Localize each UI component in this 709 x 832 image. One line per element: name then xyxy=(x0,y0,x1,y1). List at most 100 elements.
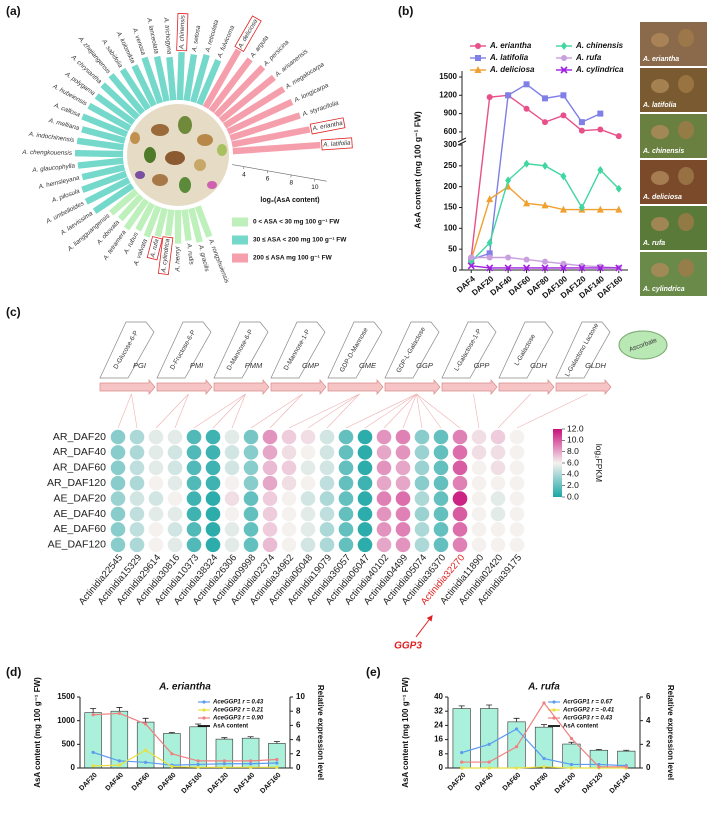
bar xyxy=(226,98,294,135)
point xyxy=(578,127,585,134)
heat-cell xyxy=(167,460,183,476)
bar xyxy=(77,157,124,169)
heat-cell xyxy=(395,429,411,445)
photo xyxy=(640,68,707,112)
heat-cell xyxy=(490,429,506,445)
legend-label: 30 ≤ ASA < 200 mg 100 g⁻¹ FW xyxy=(253,237,347,244)
heat-cell xyxy=(452,445,468,460)
label-group: A. rudis xyxy=(185,242,195,266)
heat-cell xyxy=(148,522,164,537)
heat-cell xyxy=(376,522,392,537)
heat-cell xyxy=(148,475,164,491)
heat-cell xyxy=(452,491,468,506)
heat-cell xyxy=(186,429,202,445)
label-group: A. chinensis xyxy=(176,13,189,52)
row-label: AR_DAF40 xyxy=(53,446,106,458)
fruit-collage xyxy=(125,102,231,208)
heat-cell xyxy=(509,522,525,537)
heat-cell xyxy=(471,522,487,537)
bar xyxy=(208,57,253,114)
heat-cell xyxy=(490,475,506,491)
y2-tick-label: 8 xyxy=(296,706,301,715)
heat-cell xyxy=(509,491,525,506)
legend-label: 0 < ASA < 30 mg 100 g⁻¹ FW xyxy=(253,219,340,226)
heat-cell xyxy=(281,429,297,445)
heat-cell xyxy=(167,475,183,491)
heat-cell xyxy=(224,522,240,537)
series-line xyxy=(470,83,601,261)
point xyxy=(542,701,546,705)
point xyxy=(486,250,493,257)
point xyxy=(486,254,493,261)
point xyxy=(615,264,623,272)
bar xyxy=(117,193,144,222)
heat-cell xyxy=(205,445,221,460)
heat-cell xyxy=(243,506,259,522)
highlight-box xyxy=(309,117,346,135)
photo-fruit xyxy=(651,217,669,231)
heat-cell xyxy=(357,491,373,506)
bar-group: A. latifolia xyxy=(232,137,353,155)
bar xyxy=(176,51,185,101)
heat-cell xyxy=(262,522,278,537)
legend-marker xyxy=(202,700,206,704)
heat-cell xyxy=(110,522,126,537)
legend-label: AceGGP3 r = 0.90 xyxy=(212,716,264,722)
gene-link xyxy=(345,393,417,429)
gene-link xyxy=(402,393,417,429)
bar xyxy=(196,58,222,106)
point xyxy=(170,752,174,756)
legend-label: AsA content xyxy=(563,724,598,730)
point xyxy=(486,94,493,101)
bar xyxy=(100,82,140,120)
point xyxy=(569,762,574,767)
heat-cell xyxy=(319,491,335,506)
heat-cell xyxy=(395,537,411,553)
heat-cell xyxy=(205,475,221,491)
point xyxy=(523,81,530,88)
y2-axis-label: Relative expression level xyxy=(316,685,325,780)
chart-title: A. rufa xyxy=(527,682,560,693)
photo-label: A. eriantha xyxy=(642,56,679,63)
legend-marker xyxy=(202,716,206,720)
heat-cell xyxy=(471,491,487,506)
gene-link xyxy=(416,393,442,429)
error-bar xyxy=(142,717,149,723)
bar xyxy=(81,113,129,138)
label-group: A. glaucophylla xyxy=(31,162,76,174)
point xyxy=(615,184,622,193)
enzyme-label: PMM xyxy=(245,361,263,370)
point xyxy=(249,765,253,769)
point xyxy=(249,762,253,766)
bar xyxy=(135,202,156,232)
point xyxy=(542,765,546,769)
heat-cell xyxy=(433,460,449,476)
annotation-arrow xyxy=(415,615,433,638)
error-bar xyxy=(486,704,493,709)
error-bar xyxy=(221,737,228,740)
point xyxy=(514,745,519,749)
error-bar xyxy=(568,741,575,745)
heat-cell xyxy=(414,506,430,522)
point xyxy=(569,736,574,741)
heat-cell xyxy=(281,475,297,491)
point xyxy=(170,764,174,769)
heat-cell xyxy=(186,522,202,537)
pathway-arrow xyxy=(99,379,156,395)
heat-cell xyxy=(224,460,240,476)
heat-cell xyxy=(243,429,259,445)
heat-cell xyxy=(433,522,449,537)
bar xyxy=(119,67,151,111)
y-tick-label: 40 xyxy=(434,692,443,701)
heat-cell xyxy=(186,506,202,522)
point xyxy=(597,765,601,769)
point xyxy=(561,55,567,61)
photo-label: A. latifolia xyxy=(642,102,677,109)
heat-cell xyxy=(357,506,373,522)
heat-cell xyxy=(243,475,259,491)
point xyxy=(559,264,568,272)
bar xyxy=(164,209,175,237)
heat-cell xyxy=(490,506,506,522)
point xyxy=(505,176,512,185)
bar xyxy=(141,56,164,105)
